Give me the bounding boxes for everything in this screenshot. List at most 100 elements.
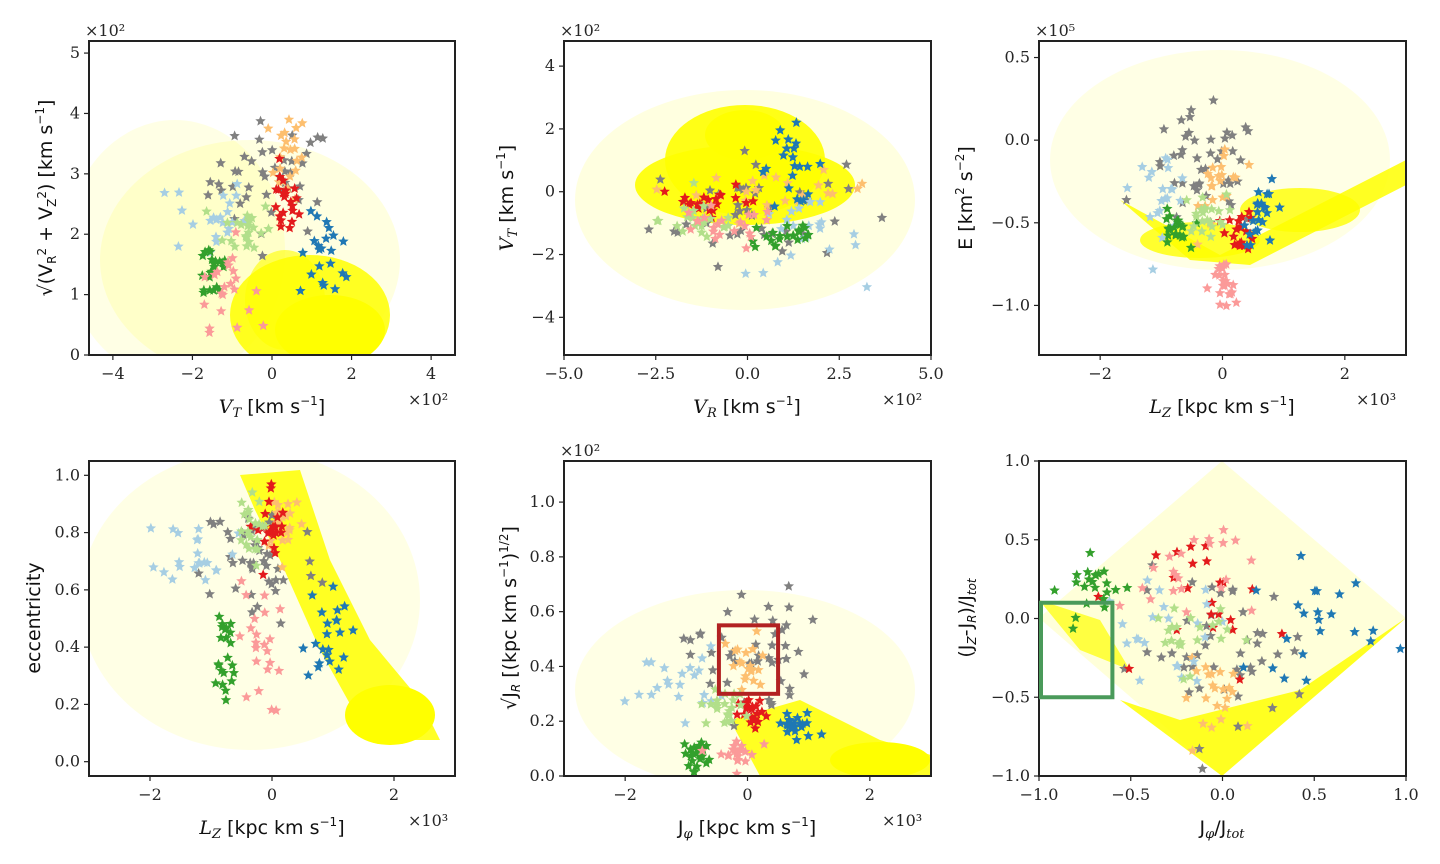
star-marker	[678, 202, 690, 213]
star-marker	[199, 246, 211, 257]
star-marker	[1230, 172, 1241, 182]
star-marker	[1213, 616, 1224, 627]
star-marker	[317, 643, 329, 654]
x-tick-label: 0	[267, 364, 277, 383]
star-marker	[724, 650, 735, 661]
star-marker	[1191, 152, 1203, 163]
star-marker	[750, 184, 762, 195]
star-marker	[712, 218, 723, 229]
star-marker	[1207, 194, 1218, 205]
star-marker	[1219, 143, 1230, 154]
star-marker	[797, 228, 809, 239]
star-marker	[704, 754, 715, 765]
star-marker	[1241, 634, 1252, 645]
star-marker	[1163, 625, 1174, 635]
star-marker	[1071, 569, 1082, 580]
star-marker	[1188, 220, 1199, 231]
star-marker	[1295, 550, 1307, 561]
star-marker	[266, 578, 277, 589]
star-marker	[309, 235, 320, 246]
star-marker	[698, 192, 710, 202]
star-marker	[305, 570, 317, 581]
star-marker	[1184, 111, 1196, 122]
star-marker	[1218, 178, 1229, 189]
star-marker	[750, 639, 761, 649]
star-marker	[794, 161, 805, 172]
star-marker	[688, 765, 700, 776]
star-marker	[226, 235, 237, 246]
y-tick-label: 0.5	[1005, 48, 1030, 67]
star-marker	[728, 694, 739, 705]
star-marker	[1395, 643, 1406, 654]
star-marker	[289, 183, 300, 193]
star-marker	[1297, 648, 1309, 659]
star-marker	[241, 539, 252, 550]
y-tick-label: 0.8	[55, 523, 80, 542]
star-marker	[205, 215, 216, 226]
star-marker	[1207, 180, 1218, 191]
star-marker	[775, 223, 787, 234]
star-marker	[1114, 600, 1125, 611]
star-marker	[722, 677, 733, 688]
y-tick-label: 1.0	[530, 492, 555, 511]
star-marker	[730, 645, 741, 656]
star-marker	[298, 642, 309, 653]
star-marker	[743, 209, 754, 220]
star-marker	[1350, 577, 1362, 588]
star-marker	[1225, 614, 1236, 625]
star-marker	[291, 496, 303, 507]
star-marker	[739, 145, 750, 156]
star-marker	[259, 607, 270, 617]
y-axis-label: √(VR2 + VZ2) [km s−1]	[33, 100, 59, 297]
star-marker	[1186, 652, 1198, 663]
star-marker	[716, 215, 727, 226]
star-marker	[1268, 591, 1280, 602]
star-marker	[1221, 258, 1232, 269]
star-marker	[1163, 224, 1175, 235]
star-marker	[277, 534, 288, 545]
star-marker	[659, 186, 670, 196]
star-marker	[1214, 666, 1226, 677]
star-marker	[1163, 230, 1174, 240]
x-tick-label: 2	[1340, 364, 1350, 383]
star-marker	[619, 695, 631, 706]
star-marker	[1162, 162, 1174, 173]
star-marker	[1200, 639, 1211, 650]
star-marker	[261, 189, 272, 200]
star-marker	[1146, 166, 1158, 177]
star-marker	[1166, 621, 1178, 632]
y-tick-label: 0.4	[55, 637, 80, 656]
star-marker	[1205, 630, 1216, 641]
star-marker	[848, 228, 860, 239]
star-marker	[1192, 634, 1203, 645]
star-marker	[711, 703, 723, 714]
star-marker	[777, 245, 788, 256]
star-marker	[683, 760, 694, 771]
star-marker	[243, 504, 254, 515]
star-marker	[774, 230, 786, 241]
y-tick-label: 0.8	[530, 547, 555, 566]
star-marker	[272, 499, 284, 510]
star-marker	[705, 200, 717, 210]
star-marker	[307, 589, 318, 600]
star-marker	[1142, 574, 1153, 585]
star-marker	[268, 542, 280, 553]
star-marker	[277, 507, 289, 518]
star-marker	[1367, 625, 1379, 636]
star-marker	[775, 717, 786, 728]
star-marker	[711, 172, 722, 183]
star-marker	[214, 611, 225, 622]
star-marker	[234, 198, 246, 209]
x-tick-label: 0	[267, 785, 277, 804]
star-marker	[803, 220, 814, 231]
star-marker	[1239, 219, 1250, 230]
star-marker	[262, 645, 273, 656]
star-marker	[1200, 661, 1211, 672]
star-marker	[701, 740, 712, 751]
star-marker	[1225, 199, 1237, 210]
star-marker	[783, 580, 794, 591]
star-marker	[206, 254, 218, 265]
star-marker	[317, 577, 328, 588]
star-marker	[793, 202, 805, 213]
star-marker	[258, 320, 269, 331]
